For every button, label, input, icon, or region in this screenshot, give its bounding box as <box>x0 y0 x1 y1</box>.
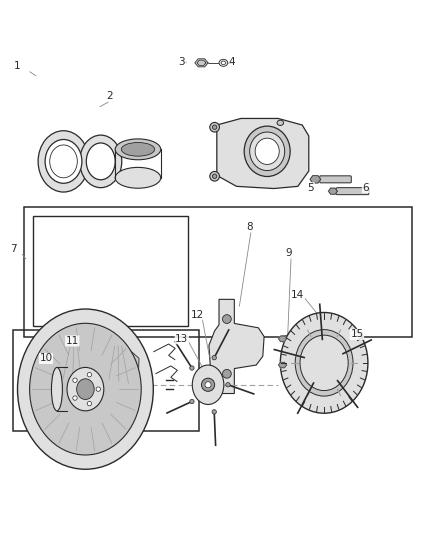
Ellipse shape <box>212 174 217 179</box>
Ellipse shape <box>201 378 215 391</box>
Text: 2: 2 <box>106 91 113 101</box>
Bar <box>13 330 199 431</box>
Ellipse shape <box>86 143 115 180</box>
Ellipse shape <box>87 373 92 377</box>
Ellipse shape <box>87 401 92 406</box>
Bar <box>33 216 188 326</box>
Text: 10: 10 <box>39 353 53 364</box>
Ellipse shape <box>280 312 368 413</box>
Ellipse shape <box>80 135 122 188</box>
Polygon shape <box>328 188 337 194</box>
Ellipse shape <box>244 126 290 176</box>
Text: 6: 6 <box>362 183 369 192</box>
Ellipse shape <box>212 125 217 130</box>
Ellipse shape <box>30 324 141 455</box>
Text: 4: 4 <box>229 56 236 67</box>
Text: 13: 13 <box>175 334 188 344</box>
Polygon shape <box>209 300 264 393</box>
Ellipse shape <box>18 309 153 469</box>
Ellipse shape <box>205 382 211 388</box>
Ellipse shape <box>255 138 279 165</box>
Ellipse shape <box>38 131 89 192</box>
Polygon shape <box>217 118 309 189</box>
Ellipse shape <box>52 367 63 411</box>
Polygon shape <box>195 59 208 67</box>
Text: 11: 11 <box>66 336 79 346</box>
Ellipse shape <box>277 120 284 125</box>
Polygon shape <box>42 341 101 428</box>
Polygon shape <box>48 345 94 423</box>
Ellipse shape <box>73 378 77 382</box>
FancyBboxPatch shape <box>336 188 369 195</box>
Text: 9: 9 <box>286 248 293 259</box>
Ellipse shape <box>221 61 226 64</box>
Ellipse shape <box>210 123 219 132</box>
Ellipse shape <box>223 314 231 324</box>
FancyBboxPatch shape <box>282 362 307 368</box>
Ellipse shape <box>223 369 231 378</box>
Ellipse shape <box>250 132 285 171</box>
Text: 5: 5 <box>307 183 314 192</box>
Polygon shape <box>97 346 139 422</box>
Text: 7: 7 <box>10 244 17 254</box>
Polygon shape <box>279 362 286 368</box>
Text: 3: 3 <box>178 56 185 67</box>
Ellipse shape <box>67 367 104 411</box>
Ellipse shape <box>212 356 216 360</box>
Text: 8: 8 <box>246 222 253 232</box>
FancyBboxPatch shape <box>320 176 351 183</box>
Ellipse shape <box>190 399 194 403</box>
Ellipse shape <box>226 383 230 387</box>
Text: 12: 12 <box>191 310 204 320</box>
Ellipse shape <box>300 335 348 391</box>
Ellipse shape <box>45 140 82 183</box>
Text: 15: 15 <box>350 329 364 340</box>
Ellipse shape <box>121 142 155 156</box>
Ellipse shape <box>77 379 94 399</box>
Polygon shape <box>90 342 146 427</box>
Ellipse shape <box>73 396 77 400</box>
Ellipse shape <box>212 410 216 414</box>
Polygon shape <box>279 336 286 342</box>
Ellipse shape <box>210 172 219 181</box>
Ellipse shape <box>219 59 228 66</box>
Ellipse shape <box>96 387 100 391</box>
Ellipse shape <box>295 329 353 396</box>
Polygon shape <box>310 176 321 183</box>
Ellipse shape <box>115 139 161 160</box>
Ellipse shape <box>190 366 194 370</box>
Text: 14: 14 <box>291 290 304 300</box>
Text: 1: 1 <box>14 61 21 71</box>
Bar <box>24 207 412 336</box>
Ellipse shape <box>192 365 224 405</box>
Ellipse shape <box>115 167 161 188</box>
FancyBboxPatch shape <box>282 336 307 342</box>
